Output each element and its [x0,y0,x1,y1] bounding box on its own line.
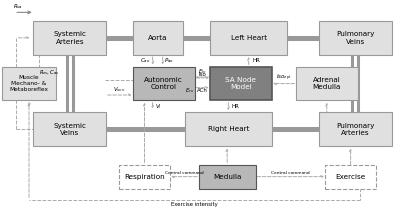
Text: Central command: Central command [271,171,310,175]
Text: Left Heart: Left Heart [231,35,267,41]
Text: Exercise: Exercise [336,174,366,180]
FancyBboxPatch shape [133,67,194,100]
Text: $C_{ao}$: $C_{ao}$ [140,56,151,65]
FancyBboxPatch shape [33,113,106,146]
Text: Medulla: Medulla [213,174,241,180]
FancyBboxPatch shape [199,165,256,189]
Text: SA Node
Model: SA Node Model [225,77,256,90]
Text: Respiration: Respiration [124,174,165,180]
FancyBboxPatch shape [210,67,272,100]
Text: Aorta: Aorta [148,35,168,41]
Text: ACh: ACh [197,88,208,93]
FancyBboxPatch shape [133,21,183,55]
Text: Systemic
Arteries: Systemic Arteries [53,31,86,45]
Text: HR: HR [232,104,240,109]
Text: Exercise intensity: Exercise intensity [171,202,218,207]
FancyBboxPatch shape [326,165,376,189]
Text: $Iso_{epi}$: $Iso_{epi}$ [276,73,292,83]
FancyBboxPatch shape [319,113,392,146]
Text: Pulmonary
Arteries: Pulmonary Arteries [336,123,374,136]
Text: Right Heart: Right Heart [208,126,249,132]
Text: Muscle
Mechano- &
Metaboreflex: Muscle Mechano- & Metaboreflex [10,75,48,92]
Text: Central command: Central command [165,171,204,175]
Text: Systemic
Veins: Systemic Veins [53,123,86,136]
Text: $E_{lv}$: $E_{lv}$ [198,67,207,76]
Text: $E_{rv}$: $E_{rv}$ [185,86,194,95]
Text: $R_{es}, C_{as}$: $R_{es}, C_{as}$ [39,68,60,77]
Text: HR: HR [252,58,260,63]
Text: $R_{sa}$: $R_{sa}$ [13,2,23,11]
Text: Adrenal
Medulla: Adrenal Medulla [313,77,341,90]
FancyBboxPatch shape [119,165,170,189]
Text: Pulmonary
Veins: Pulmonary Veins [336,31,374,45]
Text: $P_{ao}$: $P_{ao}$ [164,56,173,65]
FancyBboxPatch shape [319,21,392,55]
FancyBboxPatch shape [2,67,56,100]
Text: Iso: Iso [198,72,206,77]
Text: Autonomic
Control: Autonomic Control [144,77,183,90]
FancyBboxPatch shape [33,21,106,55]
Text: $V_{svv}$: $V_{svv}$ [114,85,126,94]
Text: $V_l$: $V_l$ [155,102,162,111]
FancyBboxPatch shape [210,21,288,55]
FancyBboxPatch shape [185,113,272,146]
FancyBboxPatch shape [296,67,358,100]
